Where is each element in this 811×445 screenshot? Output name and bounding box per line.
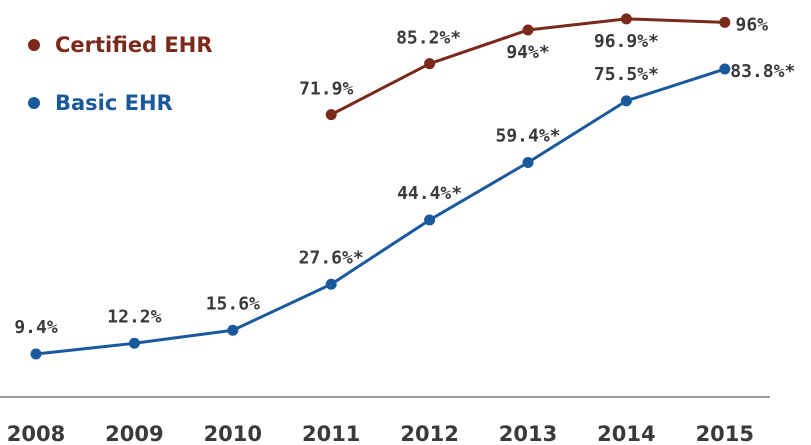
legend-item-certified-ehr: Certified EHR	[28, 30, 213, 60]
series-line-basic-ehr	[35, 67, 726, 356]
data-point	[424, 58, 436, 70]
data-label: 94%*	[506, 42, 549, 63]
data-point	[719, 16, 731, 28]
data-label: 12.2%	[107, 306, 161, 327]
x-tick-label: 2008	[7, 422, 65, 445]
data-label: 44.4%*	[397, 183, 462, 204]
data-point	[424, 214, 436, 226]
data-point	[719, 63, 731, 75]
data-label-layer: 71.9% 85.2%* 94%* 96.9%* 96% 9.4% 12.2% 15.6% 27…	[14, 14, 795, 338]
x-tick-label: 2010	[204, 422, 262, 445]
legend-item-basic-ehr: Basic EHR	[28, 88, 213, 118]
data-point	[325, 278, 337, 290]
data-label: 85.2%*	[396, 28, 461, 49]
data-label: 27.6%*	[299, 247, 364, 268]
x-tick-label: 2014	[597, 422, 655, 445]
data-label: 59.4%*	[495, 125, 560, 146]
data-point	[522, 156, 534, 168]
x-tick-label: 2009	[105, 422, 163, 445]
x-tick-label-layer: 2008 2009 2010 2011 2012 2013 2014 2015	[7, 422, 754, 445]
x-tick-label: 2012	[400, 422, 458, 445]
data-point	[227, 324, 239, 336]
data-label: 15.6%	[206, 293, 260, 314]
data-label: 9.4%	[14, 317, 58, 338]
data-point	[325, 109, 337, 121]
data-point	[620, 95, 632, 107]
data-point	[522, 24, 534, 36]
legend-label: Certified EHR	[55, 33, 213, 57]
x-tick-label: 2011	[302, 422, 360, 445]
series-layer	[30, 13, 731, 360]
x-tick-label: 2013	[499, 422, 557, 445]
legend: Certified EHR Basic EHR	[28, 30, 213, 146]
legend-marker-icon	[28, 97, 40, 109]
data-label: 75.5%*	[594, 64, 659, 85]
data-label: 83.8%*	[730, 61, 795, 82]
data-point	[620, 13, 632, 25]
data-label: 96.9%*	[594, 31, 659, 52]
data-point	[30, 348, 42, 360]
data-label: 96%	[736, 14, 769, 35]
legend-label: Basic EHR	[55, 91, 173, 115]
x-tick-label: 2015	[696, 422, 754, 445]
data-label: 71.9%	[299, 79, 353, 100]
legend-marker-icon	[28, 39, 40, 51]
data-point	[128, 337, 140, 349]
